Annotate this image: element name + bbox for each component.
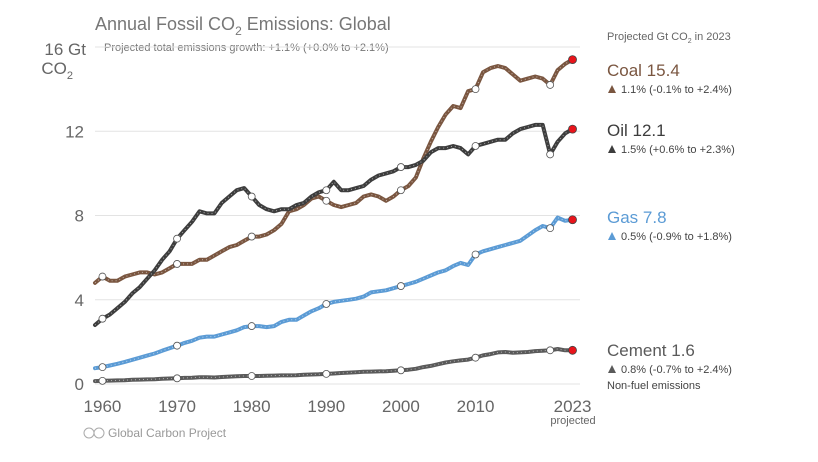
oil-point-1960 [98,314,107,323]
cement-projected-point [568,345,577,355]
cement-point-1960 [98,376,107,385]
cement-point-2000 [397,366,405,375]
gas-growth-text: 0.5% (-0.9% to +1.8%) [621,231,732,243]
credit-text: Global Carbon Project [108,426,227,440]
by-license-icon [93,427,105,439]
oil-legend-label: Oil 12.1 [607,121,666,140]
series-lines [93,57,575,384]
gas-point-1960 [98,363,107,372]
axis-ticks: 0 4 8 12 1960 1970 1980 1990 2000 2010 2023 [65,122,591,416]
y-tick-label: 12 [65,122,84,141]
coal-series-line [93,57,575,285]
x-tick-label: 1990 [307,397,345,416]
cement-point-2010 [471,353,480,362]
gas-series-line [93,215,575,371]
cement-point-1990 [322,369,331,378]
gridlines [95,46,580,385]
cement-legend-label: Cement 1.6 [607,341,695,360]
gas-point-2000 [397,282,405,290]
coal-point-2020 [546,81,555,89]
coal-point-2000 [397,186,405,195]
x-tick-label: 1970 [158,397,196,416]
oil-point-1980 [247,192,256,201]
y-tick-label: 8 [75,207,84,226]
cement-point-2020 [546,346,555,355]
x-tick-label: 1960 [84,397,122,416]
oil-point-2010 [471,142,480,150]
coal-series-dots [94,59,573,284]
cc-license-icon [83,427,95,439]
gas-point-1970 [173,341,181,350]
gas-series-dots [94,216,573,369]
x-tick-label: 2023 [554,397,592,416]
coal-point-2010 [471,85,480,94]
gas-point-2020 [546,224,555,233]
oil-projected-point [568,124,577,134]
coal-growth-arrow-icon [608,85,616,93]
coal-point-1970 [173,260,181,268]
coal-legend-label: Coal 15.4 [607,61,680,80]
coal-point-1990 [322,196,331,205]
series-legend: Coal 15.4 1.1% (-0.1% to +2.4%) Oil 12.1 1.… [607,61,735,392]
oil-point-1990 [322,186,331,195]
oil-series-line [93,122,575,327]
gas-point-2010 [471,250,480,259]
oil-point-1970 [173,234,181,243]
x-tick-label: 2000 [382,397,420,416]
credit: Global Carbon Project [83,426,227,440]
y-tick-label: 4 [75,291,84,310]
gas-growth-arrow-icon [608,232,616,240]
gas-projected-point [568,215,577,225]
y-tick-label: 0 [75,375,84,394]
y-axis-label-line2: CO2 [41,59,73,82]
series-markers [98,55,577,385]
coal-point-1980 [247,232,256,241]
cement-point-1970 [173,374,181,383]
x-tick-label: 2010 [457,397,495,416]
coal-point-1960 [98,272,107,281]
chart-title: Annual Fossil CO2 Emissions: Global [95,14,391,38]
cement-note: Non-fuel emissions [607,380,701,392]
oil-growth-arrow-icon [608,145,616,153]
oil-point-2020 [546,150,555,159]
chart-subtitle: Projected total emissions growth: +1.1% … [104,42,389,54]
cement-growth-arrow-icon [608,365,616,373]
gas-point-1980 [247,322,256,330]
cement-growth-text: 0.8% (-0.7% to +2.4%) [621,364,732,376]
oil-growth-text: 1.5% (+0.6% to +2.3%) [621,144,735,156]
gas-legend-label: Gas 7.8 [607,208,667,227]
cement-series-line [93,347,575,384]
coal-growth-text: 1.1% (-0.1% to +2.4%) [621,84,732,96]
x-tick-label: 1980 [233,397,271,416]
y-axis-label-line1: 16 Gt [44,40,86,59]
oil-series-dots [94,124,573,326]
cement-point-1980 [247,372,256,380]
legend-header: Projected Gt CO2 in 2023 [607,31,731,45]
coal-projected-point [568,55,577,65]
gas-point-1990 [322,300,331,308]
x-projected-label: projected [550,415,595,427]
oil-point-2000 [397,163,405,171]
